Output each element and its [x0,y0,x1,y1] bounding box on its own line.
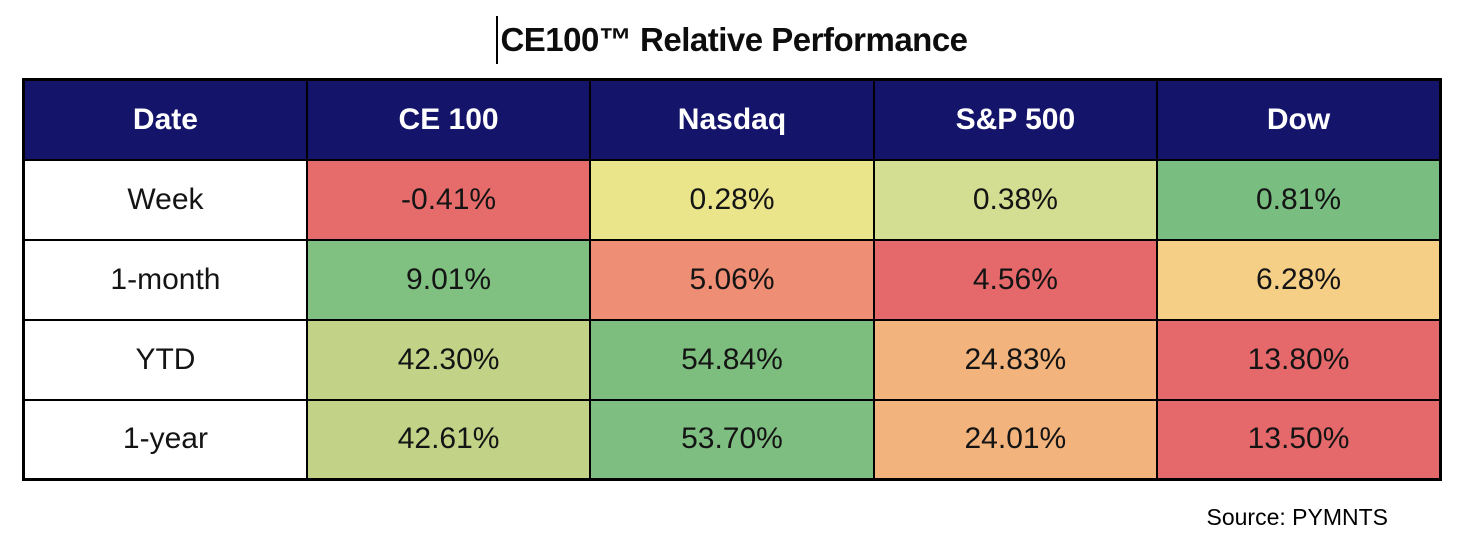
row-label-1year: 1-year [22,398,308,481]
value-cell-week-nasdaq: 0.28% [589,158,875,241]
value-cell-1year-ce100: 42.61% [305,398,592,481]
column-header-sp500: S&P 500 [872,78,1159,161]
text-cursor [496,16,499,64]
value-cell-1year-nasdaq: 53.70% [589,398,875,481]
table-row-week: Week -0.41% 0.28% 0.38% 0.81% [22,158,1442,241]
value-cell-ytd-nasdaq: 54.84% [589,318,875,401]
value-cell-1month-nasdaq: 5.06% [589,238,875,321]
value-cell-1year-sp500: 24.01% [872,398,1159,481]
value-cell-1year-dow: 13.50% [1156,398,1442,481]
value-cell-week-dow: 0.81% [1156,158,1442,241]
value-cell-ytd-dow: 13.80% [1156,318,1442,401]
page-title: CE100™ Relative Performance [500,21,968,58]
value-cell-week-ce100: -0.41% [305,158,592,241]
title-bar: CE100™ Relative Performance [0,12,1464,68]
value-cell-1month-dow: 6.28% [1156,238,1442,321]
source-credit: Source: PYMNTS [1206,504,1389,530]
value-cell-ytd-sp500: 24.83% [872,318,1159,401]
value-cell-ytd-ce100: 42.30% [305,318,592,401]
column-header-date: Date [22,78,308,161]
value-cell-1month-sp500: 4.56% [872,238,1159,321]
column-header-dow: Dow [1156,78,1442,161]
performance-table: Date CE 100 Nasdaq S&P 500 Dow Week -0.4… [22,78,1442,481]
column-header-nasdaq: Nasdaq [589,78,875,161]
row-label-1month: 1-month [22,238,308,321]
row-label-ytd: YTD [22,318,308,401]
row-label-week: Week [22,158,308,241]
table-row-ytd: YTD 42.30% 54.84% 24.83% 13.80% [22,318,1442,401]
value-cell-week-sp500: 0.38% [872,158,1159,241]
table-header-row: Date CE 100 Nasdaq S&P 500 Dow [22,78,1442,161]
value-cell-1month-ce100: 9.01% [305,238,592,321]
table-row-1month: 1-month 9.01% 5.06% 4.56% 6.28% [22,238,1442,321]
column-header-ce100: CE 100 [305,78,592,161]
table-row-1year: 1-year 42.61% 53.70% 24.01% 13.50% [22,398,1442,481]
